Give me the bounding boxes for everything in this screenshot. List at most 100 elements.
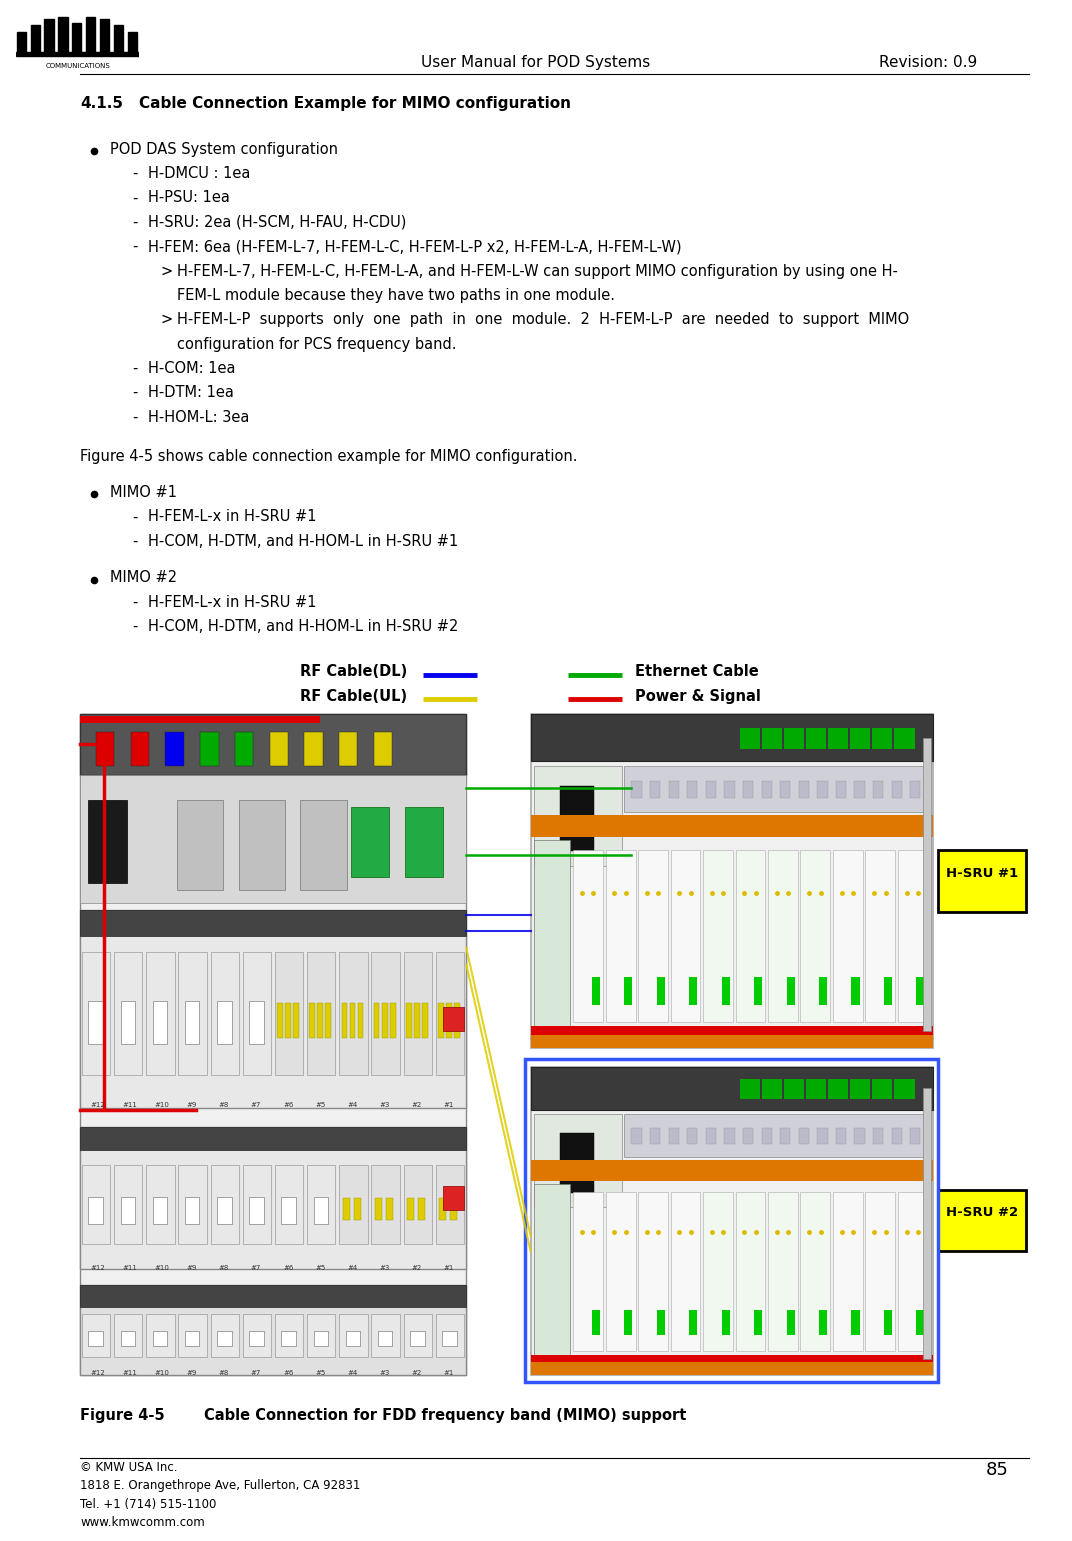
Bar <box>349 1003 356 1037</box>
Text: #11: #11 <box>122 1370 137 1376</box>
Text: -: - <box>132 191 137 205</box>
Text: -: - <box>132 166 137 182</box>
Text: #1: #1 <box>444 1370 455 1376</box>
Bar <box>443 1006 464 1031</box>
Bar <box>865 1193 895 1351</box>
Bar <box>450 1199 458 1220</box>
Text: H-SRU #1: H-SRU #1 <box>946 868 1018 880</box>
Text: #5: #5 <box>315 1102 326 1108</box>
Text: © KMW USA Inc.: © KMW USA Inc. <box>80 1461 178 1473</box>
Bar <box>58 17 68 54</box>
Text: #7: #7 <box>251 1102 262 1108</box>
Bar <box>884 977 892 1005</box>
Bar <box>534 1183 570 1356</box>
Text: Revision: 0.9: Revision: 0.9 <box>879 55 978 71</box>
Bar <box>768 1193 798 1351</box>
Text: H-FEM-L-x in H-SRU #1: H-FEM-L-x in H-SRU #1 <box>148 595 316 610</box>
Bar <box>80 911 466 935</box>
Text: H-PSU: 1ea: H-PSU: 1ea <box>148 191 229 205</box>
Bar <box>210 1165 239 1244</box>
Text: Figure 4-5: Figure 4-5 <box>80 1408 165 1424</box>
Bar <box>184 1002 199 1043</box>
Bar <box>799 1128 809 1145</box>
Bar <box>153 1197 167 1224</box>
Bar <box>938 1190 1026 1251</box>
Bar <box>873 781 883 798</box>
Bar <box>307 1313 336 1356</box>
Bar <box>894 729 914 749</box>
Bar <box>606 849 636 1022</box>
Text: #2: #2 <box>412 1370 422 1376</box>
Text: H-FEM-L-x in H-SRU #1: H-FEM-L-x in H-SRU #1 <box>148 510 316 524</box>
Bar <box>372 952 400 1074</box>
Text: #3: #3 <box>379 1265 390 1271</box>
Bar <box>650 1128 660 1145</box>
Bar <box>703 849 733 1022</box>
Text: #9: #9 <box>187 1102 197 1108</box>
Text: #3: #3 <box>379 1370 390 1376</box>
Bar <box>239 800 285 889</box>
Bar <box>806 1080 827 1099</box>
Bar <box>671 849 700 1022</box>
Bar <box>638 849 668 1022</box>
Bar <box>153 1002 167 1043</box>
Bar <box>317 1003 324 1037</box>
Text: #2: #2 <box>412 1102 422 1108</box>
Bar <box>561 786 594 851</box>
Bar <box>249 1197 264 1224</box>
Bar <box>787 1310 794 1336</box>
Bar <box>184 1197 199 1224</box>
Bar <box>80 1126 466 1150</box>
Bar <box>721 977 730 1005</box>
Text: #12: #12 <box>90 1370 105 1376</box>
Bar <box>531 1160 933 1180</box>
Bar <box>531 1362 933 1375</box>
Bar <box>178 952 207 1074</box>
Bar <box>177 800 223 889</box>
Text: H-HOM-L: 3ea: H-HOM-L: 3ea <box>148 410 250 425</box>
Text: MIMO #2: MIMO #2 <box>110 570 178 586</box>
Bar <box>242 952 271 1074</box>
Bar <box>114 25 123 54</box>
Text: #10: #10 <box>154 1102 169 1108</box>
Bar <box>669 781 679 798</box>
Bar <box>705 1128 716 1145</box>
Bar <box>898 849 927 1022</box>
Bar <box>531 1026 933 1034</box>
Bar <box>217 1197 232 1224</box>
Bar <box>873 1080 892 1099</box>
Text: -: - <box>132 510 137 524</box>
Bar <box>650 781 660 798</box>
Bar <box>404 806 443 877</box>
Bar <box>910 781 921 798</box>
Text: H-COM: 1ea: H-COM: 1ea <box>148 361 236 376</box>
Bar <box>372 1165 400 1244</box>
Bar <box>743 781 754 798</box>
Bar <box>938 851 1026 912</box>
Bar <box>534 840 570 1028</box>
Bar <box>735 849 765 1022</box>
Text: >: > <box>161 264 173 279</box>
Bar <box>120 1331 135 1345</box>
Bar <box>624 766 929 812</box>
Bar <box>442 1331 457 1345</box>
Bar <box>836 781 846 798</box>
Bar <box>768 849 798 1022</box>
Text: -: - <box>132 595 137 610</box>
Text: -: - <box>132 533 137 549</box>
Text: configuration for PCS frequency band.: configuration for PCS frequency band. <box>177 336 457 351</box>
Bar <box>574 849 604 1022</box>
Bar <box>80 911 466 1108</box>
Bar <box>307 952 336 1074</box>
Text: Ethernet Cable: Ethernet Cable <box>635 664 758 680</box>
Bar <box>358 1003 363 1037</box>
Bar <box>531 1066 933 1375</box>
Bar <box>531 1355 933 1362</box>
Bar <box>689 1310 697 1336</box>
Bar <box>165 732 183 766</box>
Text: RF Cable(DL): RF Cable(DL) <box>300 664 407 680</box>
Bar <box>31 25 40 54</box>
Bar <box>120 1197 135 1224</box>
Text: COMMUNICATIONS: COMMUNICATIONS <box>45 63 110 69</box>
Bar <box>210 952 239 1074</box>
